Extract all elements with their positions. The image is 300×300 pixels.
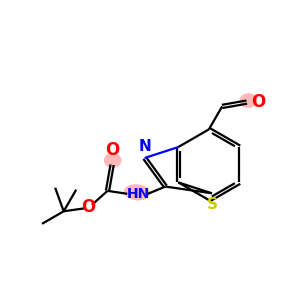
Ellipse shape bbox=[124, 184, 150, 200]
Text: O: O bbox=[81, 198, 95, 216]
Text: O: O bbox=[105, 141, 119, 159]
Text: S: S bbox=[206, 197, 218, 212]
Ellipse shape bbox=[239, 93, 257, 108]
Text: O: O bbox=[251, 93, 266, 111]
Ellipse shape bbox=[104, 153, 122, 168]
Text: HN: HN bbox=[127, 187, 150, 201]
Text: N: N bbox=[138, 140, 151, 154]
